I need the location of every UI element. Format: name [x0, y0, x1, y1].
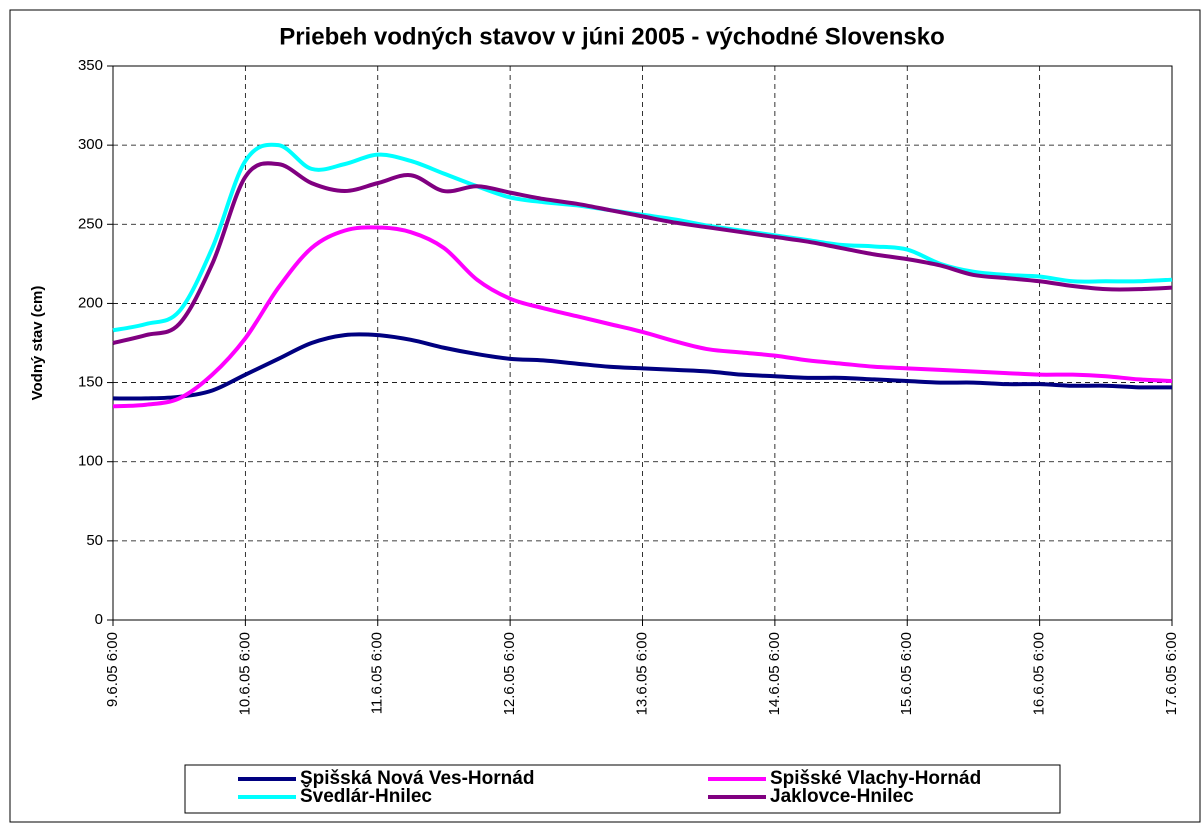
x-tick-label: 13.6.05 6:00 [633, 632, 650, 715]
y-tick-label: 50 [86, 532, 103, 549]
legend-box [184, 764, 1061, 814]
legend-label: Jaklovce-Hnilec [770, 786, 914, 807]
x-tick-label: 14.6.05 6:00 [766, 632, 783, 715]
x-tick-label: 16.6.05 6:00 [1031, 632, 1048, 715]
legend-label: Spišské Vlachy-Hornád [770, 768, 981, 789]
x-tick-label: 15.6.05 6:00 [898, 632, 915, 715]
y-tick-label: 300 [78, 136, 103, 153]
y-tick-label: 200 [78, 294, 103, 311]
legend-label: Švedlár-Hnilec [300, 785, 432, 807]
x-tick-label: 9.6.05 6:00 [104, 632, 121, 707]
y-tick-label: 250 [78, 215, 103, 232]
y-tick-label: 100 [78, 453, 103, 470]
y-tick-label: 0 [95, 611, 103, 628]
y-tick-label: 150 [78, 374, 103, 391]
chart-title: Priebeh vodných stavov v júni 2005 - výc… [279, 23, 945, 50]
x-tick-label: 17.6.05 6:00 [1163, 632, 1180, 715]
series-line [112, 161, 1173, 345]
series-line [112, 332, 1173, 401]
x-tick-label: 12.6.05 6:00 [501, 632, 518, 715]
legend-label: Spišská Nová Ves-Hornád [300, 768, 534, 789]
x-tick-label: 10.6.05 6:00 [236, 632, 253, 715]
x-tick-label: 11.6.05 6:00 [369, 632, 386, 714]
y-axis-label: Vodný stav (cm) [29, 286, 46, 401]
series-line [112, 225, 1173, 409]
y-tick-label: 350 [78, 57, 103, 74]
